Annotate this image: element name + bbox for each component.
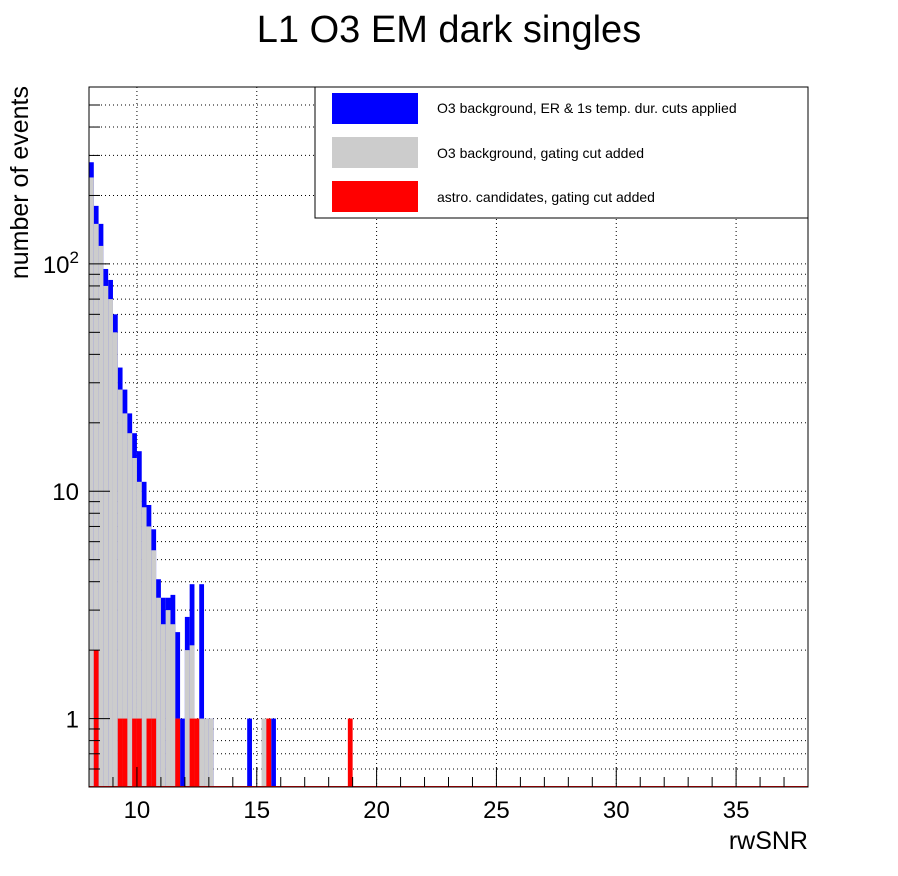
bar-series-0 <box>271 718 276 787</box>
legend-swatch-background-er-cuts <box>332 93 418 124</box>
bar-series-1 <box>141 507 147 787</box>
tick-layer <box>88 104 809 787</box>
bar-series-2 <box>117 718 123 787</box>
bar-series-1 <box>189 645 195 787</box>
bar-series-0 <box>180 718 185 787</box>
chart-title: L1 O3 EM dark singles <box>257 9 641 51</box>
y-tick-label: 10 <box>52 479 79 506</box>
bar-series-1 <box>165 610 171 787</box>
bar-series-1 <box>146 526 152 787</box>
bar-series-1 <box>103 285 109 787</box>
x-tick-label: 20 <box>363 797 390 824</box>
x-tick-label: 15 <box>243 797 270 824</box>
y-axis-title: number of events <box>6 86 34 279</box>
bar-series-1 <box>108 299 113 787</box>
legend-label-background-er-cuts: O3 background, ER & 1s temp. dur. cuts a… <box>437 100 737 116</box>
bar-series-1 <box>199 718 205 787</box>
bar-series-2 <box>347 718 353 787</box>
bar-series-1 <box>122 413 128 787</box>
bar-series-1 <box>93 223 99 788</box>
bar-series-0 <box>247 718 252 787</box>
bar-series-2 <box>189 718 195 787</box>
bar-series-2 <box>151 718 157 787</box>
bar-series-2 <box>194 718 200 787</box>
x-tick-label: 30 <box>603 797 630 824</box>
bar-series-1 <box>112 332 118 787</box>
bar-series-1 <box>132 458 137 787</box>
bar-series-1 <box>127 433 133 787</box>
bar-series-1 <box>117 389 123 787</box>
bar-series-1 <box>98 245 104 788</box>
x-tick-label: 25 <box>483 797 510 824</box>
bar-series-0 <box>175 632 181 787</box>
y-tick-label: 1 <box>66 707 79 734</box>
bar-series-1 <box>160 624 166 787</box>
bar-series-2 <box>175 718 181 787</box>
legend-swatch-astro-candidates <box>332 181 418 212</box>
bar-series-1 <box>208 718 214 787</box>
bar-series-1 <box>151 550 157 787</box>
bar-series-2 <box>146 718 152 787</box>
bar-series-2 <box>132 718 137 787</box>
bar-series-1 <box>261 718 267 787</box>
bar-series-2 <box>266 718 272 787</box>
bar-series-1 <box>184 650 190 787</box>
tick-label-layer: 10 15 20 25 30 35 1 10 102 <box>43 248 750 824</box>
x-tick-label: 35 <box>723 797 750 824</box>
x-axis-title: rwSNR <box>729 827 808 855</box>
bar-series-1 <box>204 718 209 787</box>
bar-series-1 <box>170 624 176 787</box>
bar-series-1 <box>136 481 142 787</box>
y-tick-label: 102 <box>43 248 79 279</box>
bar-series-1 <box>156 597 161 787</box>
legend-swatch-background-gating <box>332 137 418 168</box>
bars-layer <box>89 162 808 788</box>
bar-series-2 <box>122 718 128 787</box>
x-tick-label: 10 <box>124 797 151 824</box>
legend-label-background-gating: O3 background, gating cut added <box>437 145 644 161</box>
bar-series-1 <box>89 177 94 787</box>
bar-series-2 <box>136 718 142 787</box>
bar-series-0 <box>199 584 205 787</box>
legend-label-astro-candidates: astro. candidates, gating cut added <box>437 189 655 205</box>
legend: O3 background, ER & 1s temp. dur. cuts a… <box>314 86 809 219</box>
